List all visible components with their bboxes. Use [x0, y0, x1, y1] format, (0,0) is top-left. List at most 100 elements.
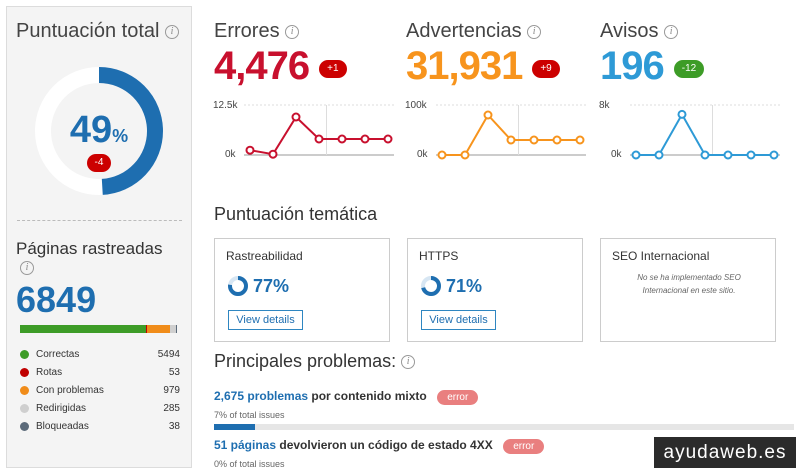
y-max-label: 12.5k [213, 100, 238, 111]
data-point[interactable] [575, 135, 585, 145]
info-icon[interactable]: i [401, 355, 416, 370]
card-pct: 71% [446, 276, 483, 296]
data-point[interactable] [746, 150, 756, 160]
crawled-bar [20, 325, 177, 333]
issue-share: 7% of total issues [214, 410, 285, 420]
card-pct: 77% [253, 276, 290, 296]
card-message: No se ha implementado SEO Internacional … [637, 273, 741, 295]
crawled-title: Páginas rastreadas [16, 239, 163, 258]
info-icon[interactable]: i [165, 24, 179, 39]
sparkline-chart [436, 104, 586, 160]
metric-title: Avisos i [600, 20, 679, 43]
metric-value: 31,931 [406, 44, 523, 88]
info-icon[interactable]: i [285, 24, 300, 39]
card-title: HTTPS [419, 249, 459, 263]
legend-value: 5494 [157, 349, 180, 360]
issue-progress-fill [214, 424, 255, 430]
score-donut-arc [35, 67, 163, 195]
metric-title: Errores i [214, 20, 300, 43]
left-panel: Puntuación total i 49% -4 Páginas rastre… [6, 6, 192, 468]
issue-item: 51 páginas devolvieron un código de esta… [214, 436, 794, 469]
data-point[interactable] [769, 150, 779, 160]
data-point[interactable] [483, 110, 493, 120]
data-point[interactable] [723, 150, 733, 160]
data-point[interactable] [314, 134, 324, 144]
crawled-value: 6849 [16, 279, 97, 320]
data-point[interactable] [245, 145, 255, 155]
sparkline-chart [244, 104, 394, 159]
data-point[interactable] [631, 150, 641, 160]
legend-label: Correctas [36, 349, 80, 360]
crawled-bar-broken [145, 325, 148, 333]
legend-label: Con problemas [36, 385, 104, 396]
metric-change-badge: +9 [532, 60, 560, 78]
data-point[interactable] [337, 134, 347, 144]
legend-item: Redirigidas 285 [20, 403, 180, 417]
watermark: ayudaweb.es [654, 437, 796, 468]
thematic-title: Puntuación temática [214, 204, 378, 224]
metric-value-wrap: 31,931 +9 [406, 44, 560, 89]
data-point[interactable] [654, 150, 664, 160]
data-point[interactable] [552, 135, 562, 145]
issue-link[interactable]: 2,675 problemas [214, 389, 309, 403]
crawled-bar-problems [147, 325, 170, 333]
data-point[interactable] [700, 150, 710, 160]
score-value: 49 [69, 109, 113, 151]
legend-dot [20, 350, 29, 359]
legend-dot [20, 368, 29, 377]
issue-share: 0% of total issues [214, 459, 285, 469]
y-min-label: 0k [417, 149, 428, 160]
crawled-bar-redirected [169, 325, 177, 333]
data-point[interactable] [677, 109, 687, 119]
score-unit: % [112, 126, 129, 146]
legend-dot [20, 422, 29, 431]
y-max-label: 100k [405, 100, 427, 111]
issue-item: 2,675 problemas por contenido mixto erro… [214, 387, 794, 430]
data-point[interactable] [437, 150, 447, 160]
card-international-seo: SEO Internacional No se ha implementado … [600, 238, 776, 342]
card-title: Rastreabilidad [226, 249, 303, 263]
crawled-bar-blocked [176, 325, 177, 333]
card-crawlability: Rastreabilidad 77% View details [214, 238, 390, 342]
error-badge: error [503, 439, 545, 454]
y-min-label: 0k [611, 149, 622, 160]
data-point[interactable] [268, 149, 278, 159]
score-value-wrap: 49% [33, 109, 165, 152]
y-min-label: 0k [225, 149, 236, 160]
metric-change-badge: +1 [319, 60, 347, 78]
data-point[interactable] [291, 112, 301, 122]
legend-label: Bloqueadas [36, 421, 89, 432]
view-details-button[interactable]: View details [421, 310, 496, 330]
data-point[interactable] [383, 134, 393, 144]
legend-dot [20, 386, 29, 395]
metric-change-badge: -12 [673, 60, 705, 78]
legend-value: 285 [163, 403, 180, 414]
issue-progress [214, 424, 794, 430]
card-ring [421, 276, 441, 296]
legend-value: 38 [168, 421, 180, 432]
metric-value: 196 [600, 44, 665, 88]
metric-title: Advertencias i [406, 20, 542, 43]
card-ring [228, 276, 248, 296]
data-point[interactable] [360, 134, 370, 144]
score-title: Puntuación total i [16, 20, 179, 43]
data-point[interactable] [529, 135, 539, 145]
card-title: SEO Internacional [612, 249, 710, 263]
metric-value-wrap: 4,476 +1 [214, 44, 347, 89]
legend-item: Bloqueadas 38 [20, 421, 180, 435]
sparkline-chart [630, 104, 780, 160]
info-icon[interactable]: i [664, 24, 679, 39]
view-details-button[interactable]: View details [228, 310, 303, 330]
legend-item: Rotas 53 [20, 367, 180, 381]
data-point[interactable] [460, 150, 470, 160]
issue-link[interactable]: 51 páginas [214, 438, 277, 452]
metric-value-wrap: 196 -12 [600, 44, 705, 89]
legend-dot [20, 404, 29, 413]
metric-value: 4,476 [214, 44, 310, 88]
legend-item: Con problemas 979 [20, 385, 180, 399]
info-icon[interactable]: i [527, 24, 542, 39]
score-donut [35, 67, 163, 195]
divider [17, 220, 182, 221]
info-icon[interactable]: i [20, 261, 34, 275]
data-point[interactable] [506, 135, 516, 145]
